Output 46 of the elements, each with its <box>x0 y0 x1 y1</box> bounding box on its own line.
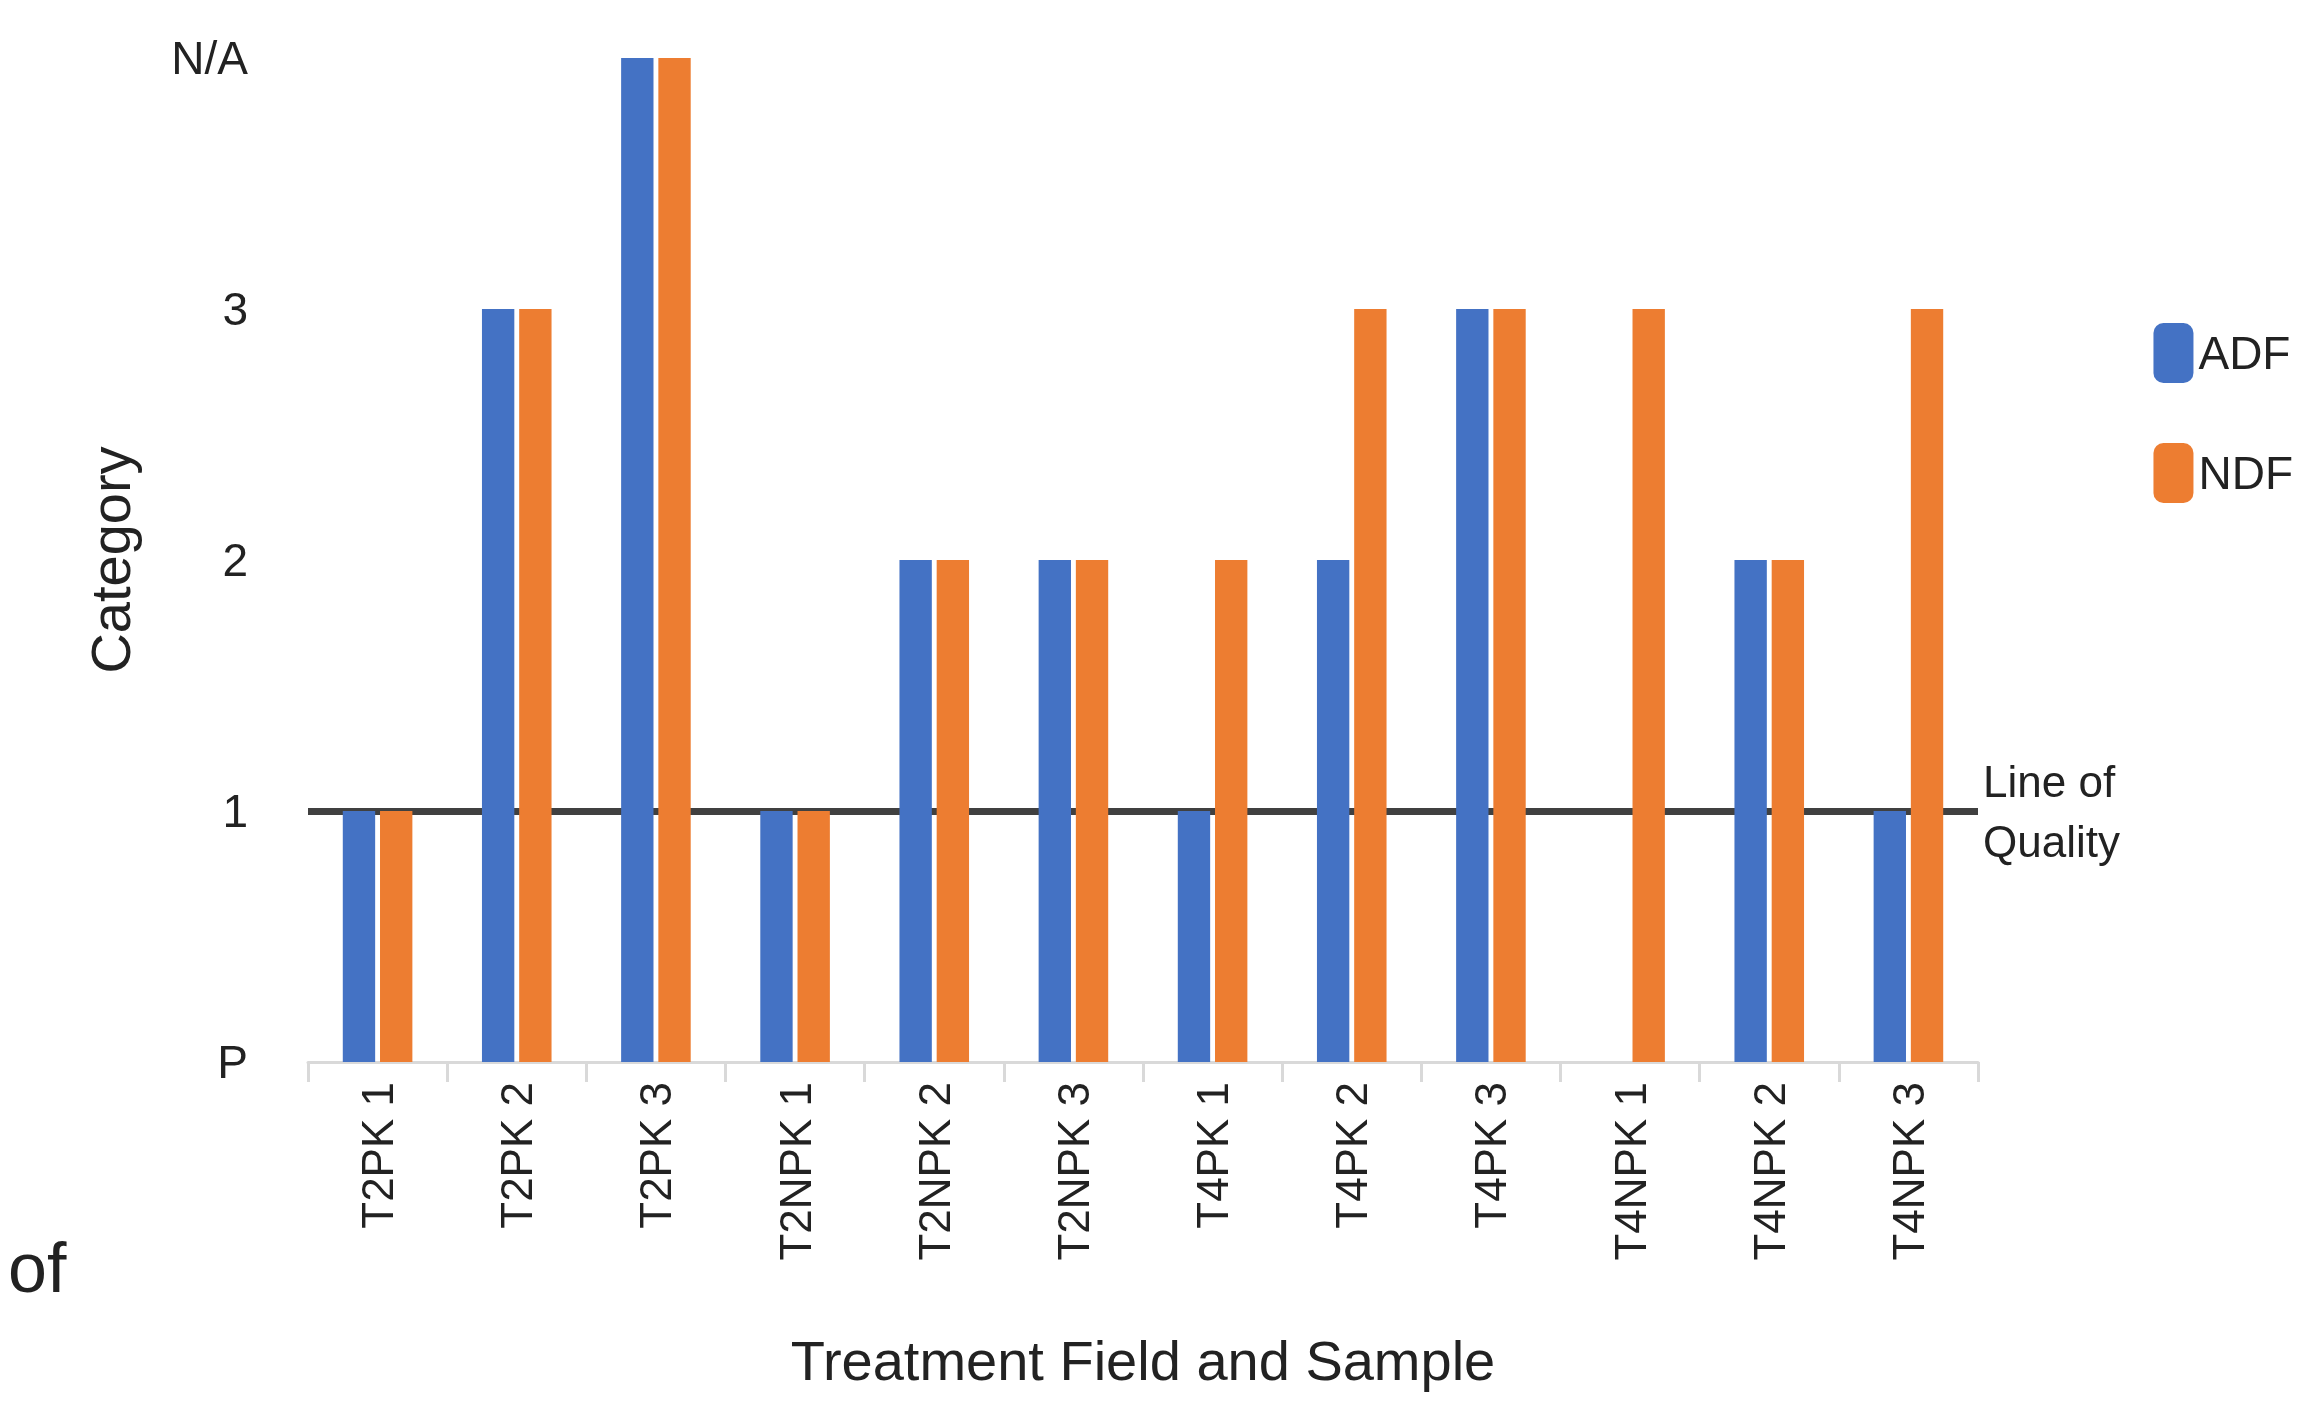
bar <box>1632 309 1665 1062</box>
x-tick-label: T4NPK 2 <box>1744 1082 1794 1261</box>
x-tick-label: T4PK 3 <box>1466 1082 1516 1229</box>
bar <box>1771 560 1805 1062</box>
bar <box>936 560 970 1062</box>
bar <box>658 58 691 1062</box>
x-tick-label: T2PK 1 <box>353 1082 403 1229</box>
bar <box>621 58 654 1062</box>
bar <box>1075 560 1109 1062</box>
legend-label: NDF <box>2198 447 2294 499</box>
y-tick-label: P <box>217 1036 248 1088</box>
text: of <box>8 1229 67 1307</box>
x-axis-title: Treatment Field and Sample <box>790 1328 1496 1392</box>
y-axis-title: Category <box>78 446 142 674</box>
x-tick-label: T4PK 2 <box>1327 1082 1377 1229</box>
bar <box>1177 811 1211 1062</box>
bar <box>1493 309 1526 1062</box>
bar <box>342 811 376 1062</box>
ref-line-label: Line of Quality <box>1983 756 2128 866</box>
bar <box>899 560 932 1062</box>
bar <box>1038 560 1071 1062</box>
x-tick-label: T2PK 3 <box>631 1082 681 1229</box>
bar <box>380 811 413 1062</box>
bar <box>1873 811 1906 1062</box>
bar <box>1316 560 1350 1062</box>
bar <box>1910 309 1944 1062</box>
bar <box>1734 560 1767 1062</box>
bar <box>1354 309 1387 1062</box>
x-tick-label: T2NPK 2 <box>909 1082 959 1261</box>
x-tick-label: T2NPK 3 <box>1048 1082 1098 1261</box>
x-tick-label: T4PK 1 <box>1188 1082 1238 1229</box>
x-tick-label: T2PK 2 <box>492 1082 542 1229</box>
bar <box>797 811 830 1062</box>
x-tick-label: T4NPK 3 <box>1883 1082 1933 1261</box>
legend-label: ADF <box>2198 327 2291 379</box>
y-tick-label: N/A <box>171 32 249 84</box>
bar <box>1215 560 1248 1062</box>
bar <box>481 309 515 1062</box>
y-tick-label: 2 <box>222 534 248 586</box>
bar <box>1456 309 1489 1062</box>
x-tick-label: T2NPK 1 <box>770 1082 820 1261</box>
bar <box>519 309 552 1062</box>
y-tick-label: 3 <box>222 283 248 335</box>
x-tick-label: T4NPK 1 <box>1605 1082 1655 1261</box>
bar <box>760 811 793 1062</box>
y-tick-label: 1 <box>222 785 248 837</box>
